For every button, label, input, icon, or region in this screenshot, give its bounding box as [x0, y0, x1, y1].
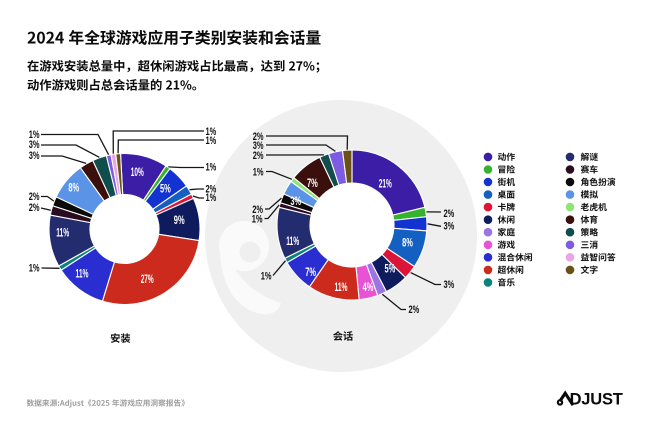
svg-text:7%: 7% [305, 265, 316, 279]
svg-text:27%: 27% [141, 272, 154, 286]
svg-text:2%: 2% [409, 304, 420, 316]
svg-text:11%: 11% [56, 226, 69, 240]
svg-text:5%: 5% [385, 262, 396, 276]
svg-text:11%: 11% [335, 280, 348, 294]
svg-text:2%: 2% [252, 204, 263, 216]
svg-text:2%: 2% [29, 191, 40, 203]
svg-text:4%: 4% [363, 280, 374, 294]
svg-text:8%: 8% [68, 180, 79, 194]
svg-text:8%: 8% [402, 236, 413, 250]
svg-text:1%: 1% [206, 126, 217, 138]
svg-text:9%: 9% [174, 213, 185, 227]
svg-text:10%: 10% [131, 165, 144, 179]
svg-text:1%: 1% [29, 129, 40, 141]
svg-text:1%: 1% [29, 263, 40, 275]
svg-text:DJUST: DJUST [570, 391, 623, 409]
svg-text:2%: 2% [206, 183, 217, 195]
svg-text:2%: 2% [444, 208, 455, 220]
svg-text:3%: 3% [290, 194, 301, 208]
svg-text:1%: 1% [261, 270, 272, 282]
svg-text:3%: 3% [29, 139, 40, 151]
svg-text:11%: 11% [286, 234, 299, 248]
svg-text:21%: 21% [379, 176, 392, 190]
svg-text:2%: 2% [253, 131, 264, 143]
svg-text:1%: 1% [206, 192, 217, 204]
svg-text:3%: 3% [444, 221, 455, 233]
svg-text:11%: 11% [76, 267, 89, 281]
svg-text:3%: 3% [253, 140, 264, 152]
svg-text:2%: 2% [29, 202, 40, 214]
svg-text:1%: 1% [252, 213, 263, 225]
svg-text:1%: 1% [206, 162, 217, 174]
svg-text:3%: 3% [444, 279, 455, 291]
svg-text:1%: 1% [253, 166, 264, 178]
svg-text:1%: 1% [206, 135, 217, 147]
svg-text:3%: 3% [29, 150, 40, 162]
svg-text:2%: 2% [253, 150, 264, 162]
svg-text:5%: 5% [160, 182, 171, 196]
svg-text:7%: 7% [307, 176, 318, 190]
